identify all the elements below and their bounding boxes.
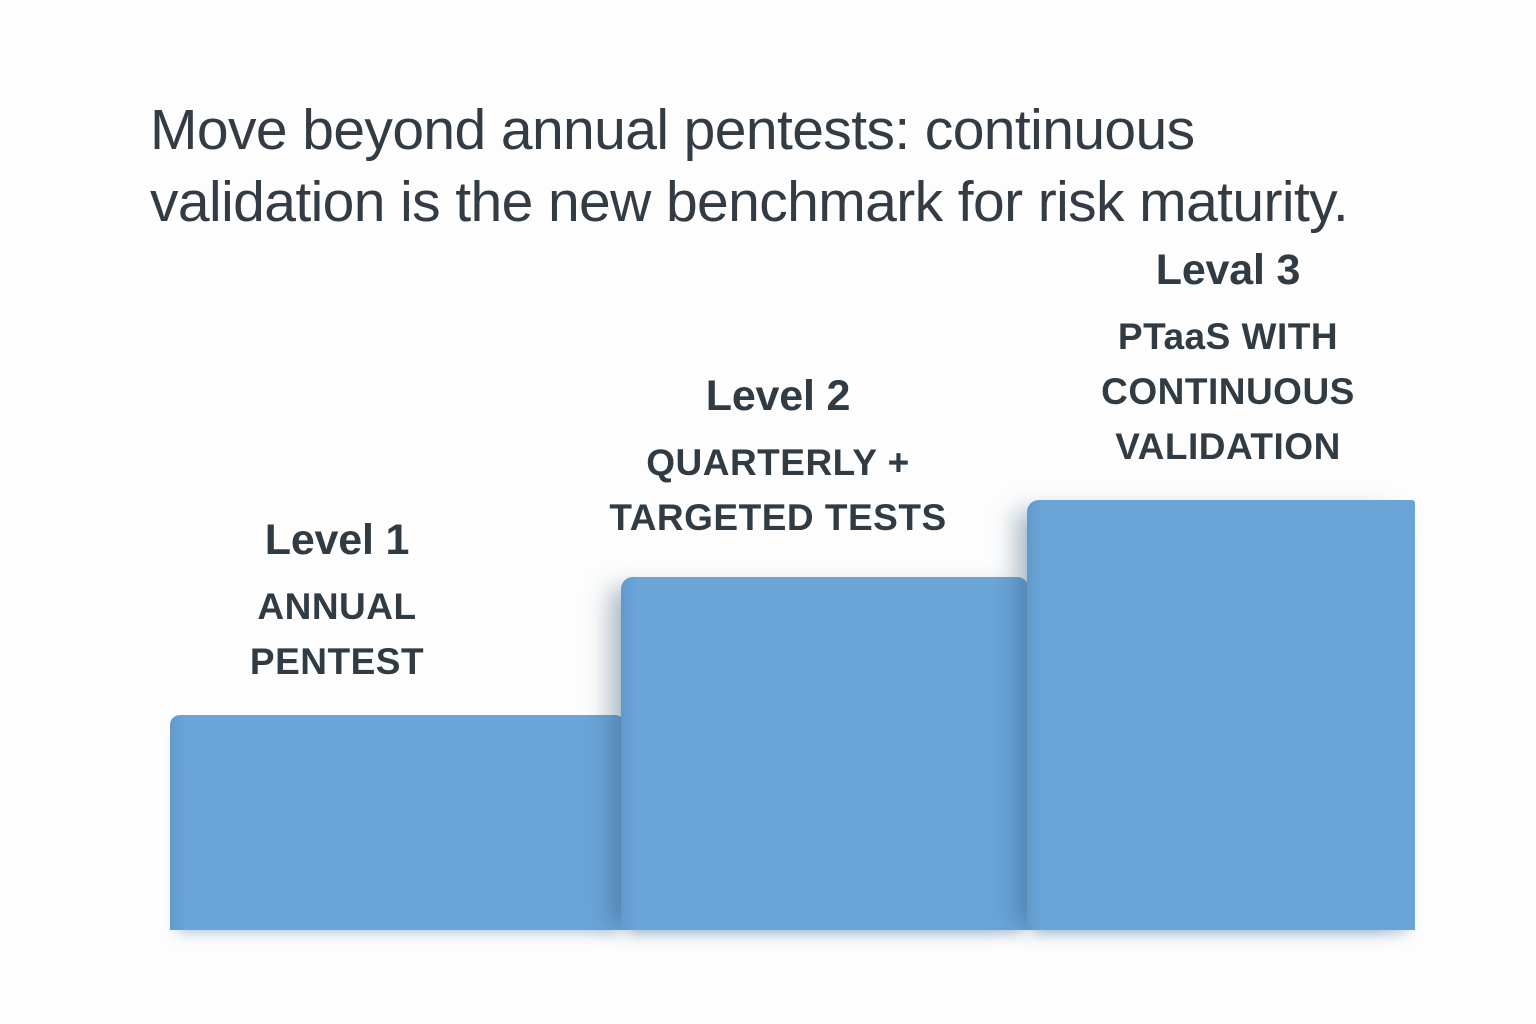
bar-level-1: [170, 715, 625, 930]
title-line-2: validation is the new benchmark for risk…: [150, 170, 1349, 235]
level-1-label-group: Level 1 ANNUAL PENTEST: [172, 516, 502, 689]
level-2-label-group: Level 2 QUARTERLY + TARGETED TESTS: [578, 372, 978, 545]
level-1-label-line: ANNUAL: [257, 586, 417, 628]
level-3-label-line: CONTINUOUS: [1101, 371, 1355, 413]
level-2-label-line: TARGETED TESTS: [609, 497, 947, 539]
page-title: Move beyond annual pentests: continuous …: [150, 94, 1490, 238]
level-3-heading: Leval 3: [1155, 246, 1301, 294]
level-3-label-line: PTaaS WITH: [1117, 316, 1339, 358]
level-1-heading: Level 1: [264, 516, 410, 564]
level-2-label-line: QUARTERLY +: [646, 442, 910, 484]
level-1-label-line: PENTEST: [249, 641, 425, 683]
level-3-label-line: VALIDATION: [1115, 426, 1341, 468]
title-line-1: Move beyond annual pentests: continuous: [150, 98, 1195, 163]
bar-level-3: [1027, 500, 1415, 930]
level-3-label-group: Leval 3 PTaaS WITH CONTINUOUS VALIDATION: [1030, 246, 1426, 474]
bar-level-2: [621, 577, 1029, 930]
level-2-heading: Level 2: [705, 372, 851, 420]
